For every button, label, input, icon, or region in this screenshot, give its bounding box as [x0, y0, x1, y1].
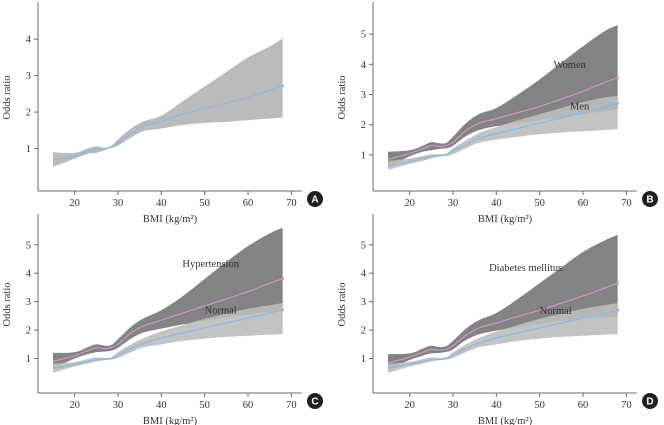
panel-badge-label: B	[646, 195, 653, 206]
panel-badge	[307, 393, 323, 409]
x-tick-label: 50	[534, 400, 545, 411]
x-tick-label: 60	[578, 400, 589, 411]
confidence-band-d-0	[388, 234, 618, 370]
x-tick-label: 70	[286, 400, 297, 411]
series-end-point-d-1	[616, 308, 620, 312]
y-tick-label: 1	[361, 354, 366, 365]
series-end-point-c-1	[281, 308, 285, 312]
series-end-point-d-0	[616, 281, 620, 285]
x-tick-label: 40	[156, 400, 167, 411]
y-axis-title: Odds ratio	[337, 75, 348, 119]
x-tick-label: 40	[156, 198, 167, 209]
chart-panel-d: 20 30 40 50 60 70 1 2 3 4 5 BMI (kg/m²) Odds ratio Di…	[337, 214, 658, 425]
series-end-point-b-1	[616, 102, 620, 105]
series-label: Diabetes mellitus	[489, 263, 562, 274]
series-label: Women	[553, 60, 586, 71]
y-tick-label: 3	[361, 90, 366, 101]
chart-panel-a: 20 30 40 50 60 70 1 2 3 4 BMI (kg/m²) Odds ratio A	[2, 2, 323, 225]
series-label: Men	[570, 102, 590, 113]
confidence-band-b-1	[388, 95, 618, 170]
x-tick-label: 30	[448, 400, 459, 411]
x-tick-label: 30	[113, 198, 124, 209]
x-tick-label: 60	[243, 400, 254, 411]
y-tick-label: 2	[26, 326, 31, 337]
y-tick-label: 1	[26, 144, 31, 155]
y-axis-title: Odds ratio	[2, 75, 13, 119]
confidence-band-d-1	[388, 303, 618, 373]
chart-panel-b: 20 30 40 50 60 70 1 2 3 4 5 BMI (kg/m²) Odds ratio Wo…	[337, 2, 658, 225]
series-line-a-0	[52, 85, 283, 161]
y-tick-label: 3	[26, 297, 31, 308]
series-line-c-0	[52, 278, 283, 362]
y-tick-label: 3	[26, 71, 31, 82]
x-tick-label: 40	[491, 198, 502, 209]
y-tick-label: 4	[361, 269, 367, 280]
series-label: Normal	[205, 306, 237, 317]
x-tick-label: 20	[404, 400, 415, 411]
y-tick-label: 3	[361, 297, 366, 308]
confidence-band-b-0	[388, 25, 618, 167]
series-label: Normal	[540, 306, 572, 317]
y-tick-label: 2	[361, 326, 366, 337]
x-tick-label: 20	[69, 400, 80, 411]
x-axis-title: BMI (kg/m²)	[478, 416, 533, 425]
x-tick-label: 70	[621, 400, 632, 411]
series-label: Hypertension	[182, 259, 239, 270]
y-tick-label: 2	[361, 120, 366, 131]
series-end-point-a-0	[281, 84, 285, 88]
series-line-d-1	[387, 309, 618, 370]
y-tick-label: 4	[26, 269, 32, 280]
x-tick-label: 50	[199, 400, 210, 411]
y-axis-title: Odds ratio	[337, 282, 348, 326]
panel-badge	[642, 393, 658, 409]
series-end-point-b-0	[616, 76, 620, 80]
y-tick-label: 1	[26, 354, 31, 365]
y-tick-label: 5	[361, 30, 366, 41]
x-tick-label: 50	[199, 198, 210, 209]
x-tick-label: 40	[491, 400, 502, 411]
x-tick-label: 30	[448, 198, 459, 209]
y-axis-title: Odds ratio	[2, 282, 13, 326]
series-end-point-c-0	[281, 277, 285, 281]
series-line-d-0	[387, 282, 618, 364]
x-axis-title: BMI (kg/m²)	[143, 214, 198, 225]
x-tick-label: 70	[286, 198, 297, 209]
panel-badge	[642, 191, 658, 207]
panel-badge-label: A	[311, 195, 318, 206]
x-tick-label: 30	[113, 400, 124, 411]
y-tick-label: 4	[361, 60, 367, 71]
x-axis-title: BMI (kg/m²)	[143, 416, 198, 425]
x-tick-label: 60	[243, 198, 254, 209]
y-tick-label: 4	[26, 35, 32, 46]
panel-badge	[307, 191, 323, 207]
panel-badge-label: D	[646, 397, 653, 408]
x-tick-label: 20	[404, 198, 415, 209]
series-line-b-1	[387, 102, 618, 167]
confidence-band-a-0	[53, 38, 283, 167]
x-tick-label: 50	[534, 198, 545, 209]
confidence-band-c-1	[53, 303, 283, 373]
series-line-b-0	[387, 77, 618, 160]
chart-panel-c: 20 30 40 50 60 70 1 2 3 4 5 BMI (kg/m²) Odds ratio Hy…	[2, 214, 323, 425]
x-tick-label: 60	[578, 198, 589, 209]
x-tick-label: 20	[69, 198, 80, 209]
y-tick-label: 5	[26, 240, 31, 251]
y-tick-label: 1	[361, 150, 366, 161]
x-axis-title: BMI (kg/m²)	[478, 214, 533, 225]
panel-badge-label: C	[311, 397, 318, 408]
confidence-band-c-0	[53, 227, 283, 369]
y-tick-label: 2	[26, 108, 31, 119]
y-tick-label: 5	[361, 240, 366, 251]
series-line-c-1	[52, 309, 283, 370]
x-tick-label: 70	[621, 198, 632, 209]
